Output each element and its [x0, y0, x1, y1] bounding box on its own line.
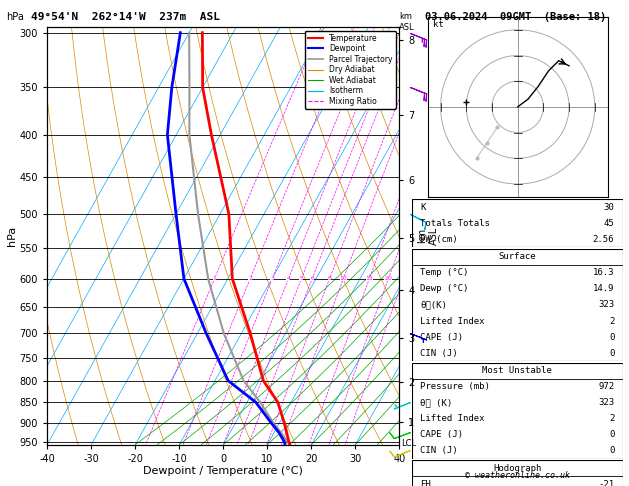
- Text: CIN (J): CIN (J): [420, 446, 458, 455]
- Text: θᴇ(K): θᴇ(K): [420, 300, 447, 310]
- Text: 14.9: 14.9: [593, 284, 615, 294]
- Text: Hodograph: Hodograph: [493, 464, 542, 473]
- Text: 323: 323: [598, 398, 615, 407]
- Text: CAPE (J): CAPE (J): [420, 332, 464, 342]
- Legend: Temperature, Dewpoint, Parcel Trajectory, Dry Adiabat, Wet Adiabat, Isotherm, Mi: Temperature, Dewpoint, Parcel Trajectory…: [304, 31, 396, 109]
- Text: LCL: LCL: [401, 439, 416, 448]
- Text: 0: 0: [609, 446, 615, 455]
- Text: Most Unstable: Most Unstable: [482, 366, 552, 375]
- Text: Temp (°C): Temp (°C): [420, 268, 469, 278]
- Text: km
ASL: km ASL: [399, 12, 415, 32]
- Text: Surface: Surface: [499, 252, 536, 261]
- Text: 2: 2: [609, 414, 615, 423]
- Text: 4: 4: [286, 276, 291, 281]
- Text: Lifted Index: Lifted Index: [420, 414, 485, 423]
- Text: θᴇ (K): θᴇ (K): [420, 398, 453, 407]
- Text: © weatheronline.co.uk: © weatheronline.co.uk: [465, 471, 569, 480]
- Text: -21: -21: [598, 480, 615, 486]
- Text: K: K: [420, 203, 426, 212]
- Text: 20: 20: [384, 276, 392, 281]
- Text: 10: 10: [340, 276, 347, 281]
- Text: Lifted Index: Lifted Index: [420, 316, 485, 326]
- Text: 6: 6: [310, 276, 314, 281]
- Text: 0: 0: [609, 332, 615, 342]
- X-axis label: Dewpoint / Temperature (°C): Dewpoint / Temperature (°C): [143, 467, 303, 476]
- Text: 1: 1: [213, 276, 216, 281]
- Text: 0: 0: [609, 348, 615, 358]
- Text: CAPE (J): CAPE (J): [420, 430, 464, 439]
- Text: Totals Totals: Totals Totals: [420, 219, 490, 228]
- Text: 03.06.2024  09GMT  (Base: 18): 03.06.2024 09GMT (Base: 18): [425, 12, 606, 22]
- Text: 45: 45: [604, 219, 615, 228]
- Y-axis label: hPa: hPa: [7, 226, 17, 246]
- Y-axis label: km
ASL: km ASL: [418, 226, 439, 245]
- Text: PW (cm): PW (cm): [420, 235, 458, 244]
- Text: CIN (J): CIN (J): [420, 348, 458, 358]
- Text: hPa: hPa: [6, 12, 24, 22]
- Text: EH: EH: [420, 480, 431, 486]
- Text: Dewp (°C): Dewp (°C): [420, 284, 469, 294]
- Text: kt: kt: [433, 20, 443, 29]
- Text: 30: 30: [604, 203, 615, 212]
- Text: 5: 5: [299, 276, 303, 281]
- Text: 3: 3: [270, 276, 274, 281]
- Text: 323: 323: [598, 300, 615, 310]
- Text: 0: 0: [609, 430, 615, 439]
- Text: 2: 2: [248, 276, 252, 281]
- Text: 15: 15: [365, 276, 373, 281]
- Text: 972: 972: [598, 382, 615, 391]
- Text: 16.3: 16.3: [593, 268, 615, 278]
- Text: 49°54'N  262°14'W  237m  ASL: 49°54'N 262°14'W 237m ASL: [31, 12, 220, 22]
- Text: Pressure (mb): Pressure (mb): [420, 382, 490, 391]
- Text: 2: 2: [609, 316, 615, 326]
- Text: 8: 8: [328, 276, 331, 281]
- Text: 2.56: 2.56: [593, 235, 615, 244]
